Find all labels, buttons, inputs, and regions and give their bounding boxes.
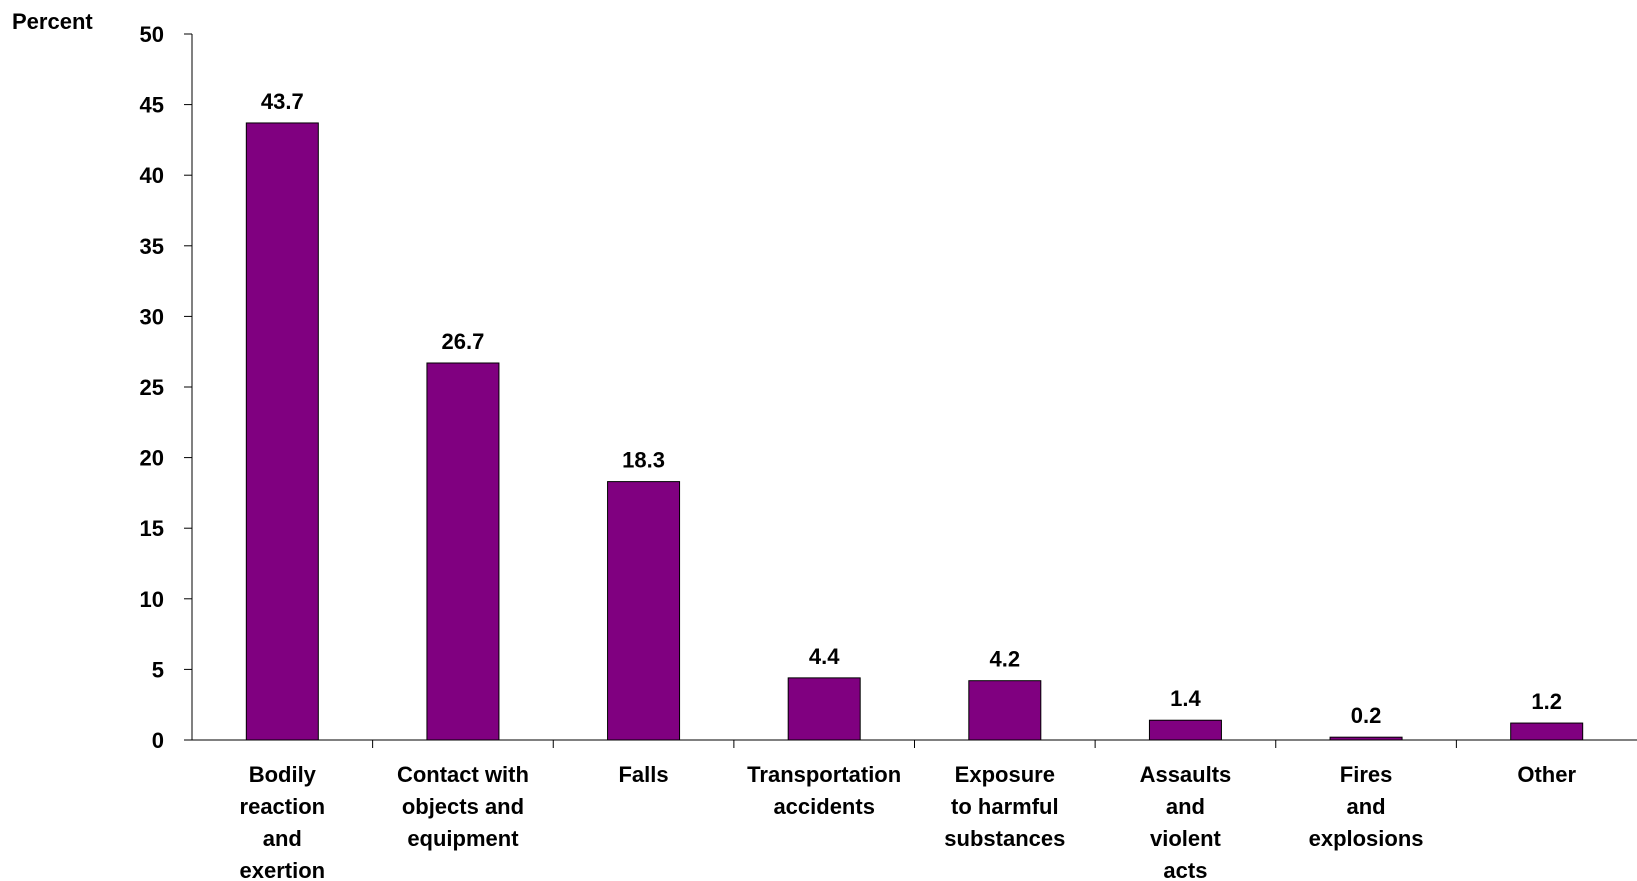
bar xyxy=(607,481,681,741)
category-label-line: violent xyxy=(1150,826,1222,851)
category-label-line: and xyxy=(1166,794,1205,819)
category-label: Other xyxy=(1517,762,1576,787)
category-label-line: objects and xyxy=(402,794,524,819)
bar xyxy=(1510,722,1584,741)
bar xyxy=(245,122,319,741)
category-label-line: Contact with xyxy=(397,762,529,787)
y-tick-label: 45 xyxy=(140,93,164,118)
category-label-line: Exposure xyxy=(955,762,1055,787)
category-label-line: accidents xyxy=(773,794,875,819)
data-label: 4.4 xyxy=(809,644,840,669)
y-tick-label: 20 xyxy=(140,446,164,471)
category-label-line: Fires xyxy=(1340,762,1393,787)
data-label: 0.2 xyxy=(1351,703,1382,728)
y-tick-label: 0 xyxy=(152,728,164,753)
bar xyxy=(1148,719,1222,741)
bar xyxy=(968,680,1042,741)
category-label-line: equipment xyxy=(407,826,519,851)
bars-group xyxy=(245,122,1584,741)
bar xyxy=(787,677,861,741)
category-label-line: to harmful xyxy=(951,794,1059,819)
category-label: Transportation accidents xyxy=(747,762,901,819)
bar xyxy=(426,362,500,741)
category-label-line: Assaults xyxy=(1140,762,1232,787)
data-labels-group: 43.7 26.7 18.3 4.4 4.2 1.4 0.2 1.2 xyxy=(261,89,1562,728)
category-label: Exposure to harmful substances xyxy=(944,762,1065,851)
y-tick-label: 40 xyxy=(140,163,164,188)
category-label: Contact with objects and equipment xyxy=(397,762,529,851)
category-label-line: Falls xyxy=(618,762,668,787)
category-label: Fires and explosions xyxy=(1309,762,1424,851)
y-axis-ticks: 0 5 10 15 20 25 30 35 40 45 50 xyxy=(140,22,192,753)
category-label: Assaults and violent acts xyxy=(1140,762,1232,881)
category-label-line: Other xyxy=(1517,762,1576,787)
category-label-line: Transportation xyxy=(747,762,901,787)
y-tick-label: 25 xyxy=(140,375,164,400)
x-axis-ticks xyxy=(372,740,1457,748)
data-label: 18.3 xyxy=(622,448,665,473)
y-tick-label: 35 xyxy=(140,234,164,259)
y-tick-label: 50 xyxy=(140,22,164,47)
data-label: 1.2 xyxy=(1531,689,1562,714)
category-label-line: and xyxy=(1347,794,1386,819)
category-label: Bodily reaction and exertion xyxy=(240,762,326,881)
y-axis-label: Percent xyxy=(12,9,93,34)
category-label: Falls xyxy=(618,762,668,787)
y-tick-label: 15 xyxy=(140,516,164,541)
data-label: 43.7 xyxy=(261,89,304,114)
category-label-line: reaction xyxy=(240,794,326,819)
category-label-line: explosions xyxy=(1309,826,1424,851)
category-label-line: substances xyxy=(944,826,1065,851)
y-tick-label: 5 xyxy=(152,657,164,682)
category-label-line: Bodily xyxy=(249,762,317,787)
data-label: 4.2 xyxy=(990,647,1021,672)
data-label: 1.4 xyxy=(1170,686,1201,711)
y-tick-label: 10 xyxy=(140,587,164,612)
category-label-line: acts xyxy=(1163,858,1207,881)
category-label-line: exertion xyxy=(240,858,326,881)
category-labels-group: Bodily reaction and exertion Contact with obj… xyxy=(240,762,1577,881)
data-label: 26.7 xyxy=(442,329,485,354)
category-label-line: and xyxy=(263,826,302,851)
y-tick-label: 30 xyxy=(140,304,164,329)
